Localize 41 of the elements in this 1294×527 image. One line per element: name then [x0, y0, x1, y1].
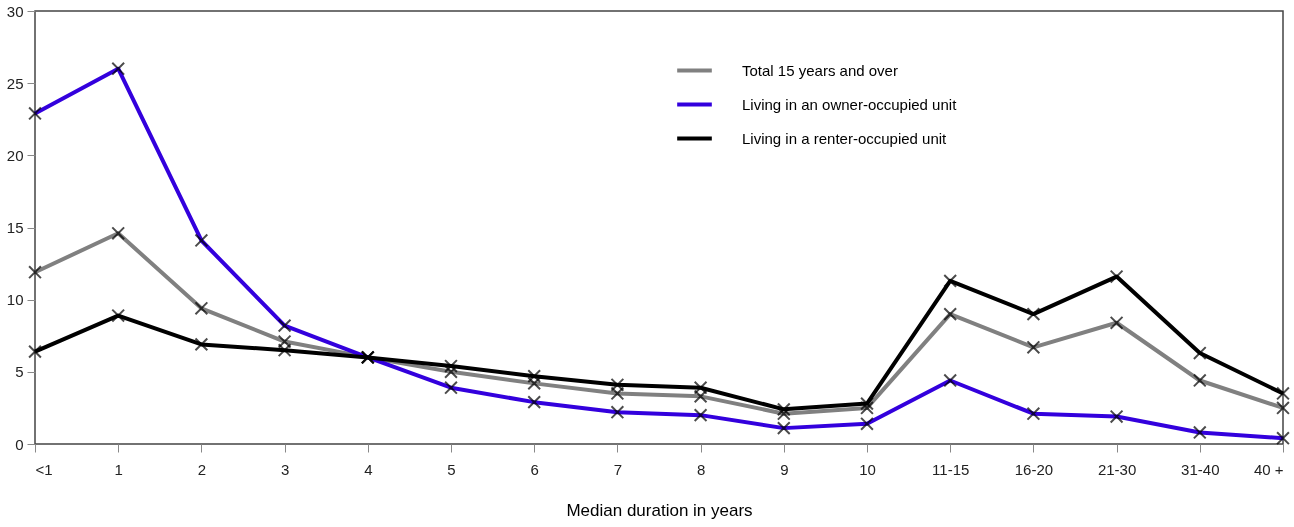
x-tick-label: 11-15 [932, 460, 970, 478]
point [610, 377, 625, 392]
point [194, 337, 209, 352]
point [943, 273, 958, 288]
x-tick-label: 6 [530, 460, 539, 478]
x-tick-label: 31-40 [1181, 460, 1220, 478]
x-tick-label: <1 [35, 460, 53, 478]
x-tick-label: 10 [859, 460, 876, 478]
point [860, 396, 874, 411]
y-tick-label: 5 [15, 363, 24, 381]
x-axis-title: Median duration in years [566, 500, 753, 520]
x-tick-label: 1 [114, 460, 123, 478]
x-tick-label: 16-20 [1014, 460, 1054, 478]
y-tick-label: 15 [6, 219, 24, 236]
x-tick-label: 7 [613, 460, 623, 478]
x-tick-label: 4 [364, 460, 373, 478]
point [277, 343, 292, 358]
x-tick-label: 2 [197, 460, 207, 478]
point [28, 344, 42, 359]
x-tick-label: 21-30 [1097, 460, 1137, 478]
x-tick-label: 40 + [1253, 460, 1284, 478]
point [693, 380, 708, 395]
point [444, 359, 458, 373]
legend-label: Living in a renter-occupied unit [742, 129, 948, 147]
x-tick-label: 3 [280, 460, 290, 478]
y-tick-label: 0 [15, 435, 24, 453]
y-tick-label: 30 [6, 2, 24, 20]
legend-label: Living in an owner-occupied unit [742, 95, 958, 113]
x-tick-label: 8 [696, 460, 706, 478]
point [776, 402, 791, 417]
x-tick-label: 9 [780, 460, 789, 478]
point [1026, 307, 1041, 322]
point [111, 308, 126, 323]
x-tick-label: 5 [447, 460, 456, 478]
y-tick-label: 25 [6, 74, 24, 92]
point [527, 369, 542, 384]
y-tick-label: 20 [6, 146, 24, 164]
point [1276, 386, 1290, 401]
legend-label: Total 15 years and over [742, 61, 898, 79]
y-tick-label: 10 [6, 291, 24, 309]
point [1192, 346, 1207, 360]
